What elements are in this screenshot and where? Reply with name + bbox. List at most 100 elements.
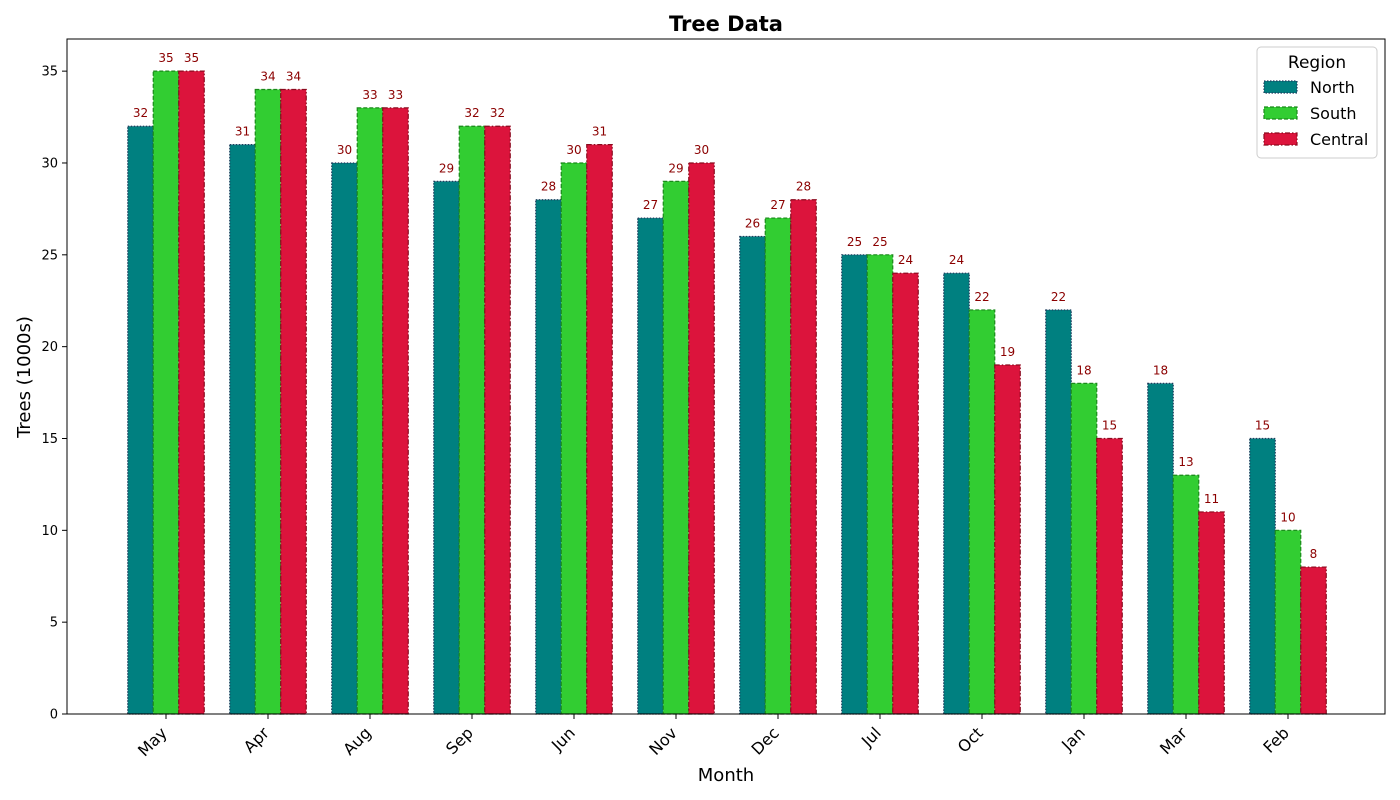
bar-north-oct [943,272,970,715]
data-label-central-jul: 24 [898,253,913,267]
data-label-north-mar: 18 [1153,363,1168,377]
bar-north-sep [433,180,460,715]
legend: Region North South Central [1256,46,1378,159]
bar-central-jul [892,272,919,715]
x-tick-label-jan: Jan [1057,723,1089,755]
legend-frame [1256,46,1378,159]
bar-north-may [127,125,154,715]
data-label-north-oct: 24 [949,253,964,267]
data-label-north-jul: 25 [847,235,862,249]
bar-south-aug [356,107,384,715]
data-label-central-feb: 8 [1310,547,1318,561]
bar-south-apr [254,88,282,715]
data-label-south-feb: 10 [1280,510,1295,524]
bar-north-mar [1147,382,1174,715]
bar-south-jul [866,254,894,715]
data-label-south-mar: 13 [1178,455,1193,469]
bar-central-oct [994,364,1021,715]
data-label-north-aug: 30 [337,143,352,157]
bar-south-jan [1070,382,1098,715]
data-label-central-mar: 11 [1204,492,1219,506]
x-tick-label-apr: Apr [240,723,273,756]
legend-title: Region [1288,53,1346,73]
y-tick-label: 0 [50,708,58,723]
data-label-central-oct: 19 [1000,345,1015,359]
data-label-south-aug: 33 [362,88,377,102]
y-tick-label: 20 [41,340,58,355]
x-tick-label-jul: Jul [857,723,885,751]
legend-label-north: North [1310,78,1355,97]
x-tick-label-may: May [134,723,171,760]
data-label-north-sep: 29 [439,161,454,175]
bar-south-jun [560,162,588,715]
plot-area: 0 5 10 15 20 25 30 35 May 32 35 35 Apr 31 34 34 Aug 30 33 3… [41,38,1386,760]
x-tick-label-feb: Feb [1259,723,1292,756]
bar-central-sep [484,125,511,715]
y-tick-label: 10 [41,524,58,539]
bar-central-aug [382,107,409,715]
data-label-north-nov: 27 [643,198,658,212]
bar-central-nov [688,162,715,715]
y-tick-label: 30 [41,156,58,171]
y-tick-label: 25 [41,248,58,263]
x-tick-label-nov: Nov [645,723,681,759]
bar-central-dec [790,199,817,715]
x-tick-label-oct: Oct [954,723,987,756]
bar-south-may [152,70,180,715]
bar-north-nov [637,217,664,715]
bar-south-sep [458,125,486,715]
data-label-south-sep: 32 [464,106,479,120]
data-label-central-dec: 28 [796,180,811,194]
data-label-north-dec: 26 [745,216,760,230]
x-tick-label-aug: Aug [339,723,375,759]
y-tick-label: 5 [50,616,58,631]
chart-title: Tree Data [669,12,783,36]
bar-north-apr [229,144,256,715]
bar-south-mar [1172,474,1200,715]
data-label-central-may: 35 [184,51,199,65]
data-label-central-nov: 30 [694,143,709,157]
x-tick-label-jun: Jun [547,723,579,755]
data-label-south-apr: 34 [260,70,275,84]
bar-north-feb [1249,437,1276,715]
bar-central-mar [1198,511,1225,715]
bar-north-jan [1045,309,1072,715]
x-tick-label-mar: Mar [1156,723,1191,758]
y-tick-label: 35 [41,65,58,80]
bar-central-jun [586,144,613,715]
data-label-central-apr: 34 [286,70,301,84]
data-label-south-oct: 22 [974,290,989,304]
data-label-south-jul: 25 [872,235,887,249]
bar-central-jan [1096,437,1123,715]
bar-central-apr [280,88,307,715]
bar-central-feb [1300,566,1327,715]
bar-south-dec [764,217,792,715]
data-label-south-may: 35 [158,51,173,65]
data-label-south-jan: 18 [1076,363,1091,377]
x-tick-label-sep: Sep [442,723,477,758]
bar-central-may [178,70,205,715]
data-label-north-apr: 31 [235,125,250,139]
x-axis-label: Month [698,765,754,786]
y-axis-label: Trees (1000s) [14,316,35,439]
data-label-north-feb: 15 [1255,418,1270,432]
bar-north-jul [841,254,868,715]
y-tick-label: 15 [41,432,58,447]
data-label-central-sep: 32 [490,106,505,120]
data-label-north-jun: 28 [541,180,556,194]
data-label-south-jun: 30 [566,143,581,157]
legend-label-central: Central [1310,130,1368,149]
data-label-central-jun: 31 [592,125,607,139]
legend-swatch-central [1263,132,1298,146]
bar-north-jun [535,199,562,715]
bar-south-nov [662,180,690,715]
bar-north-aug [331,162,358,715]
plot-frame [66,38,1386,715]
data-label-north-jan: 22 [1051,290,1066,304]
bar-south-feb [1274,529,1302,715]
legend-swatch-north [1263,80,1298,94]
data-label-central-aug: 33 [388,88,403,102]
legend-label-south: South [1310,104,1357,123]
